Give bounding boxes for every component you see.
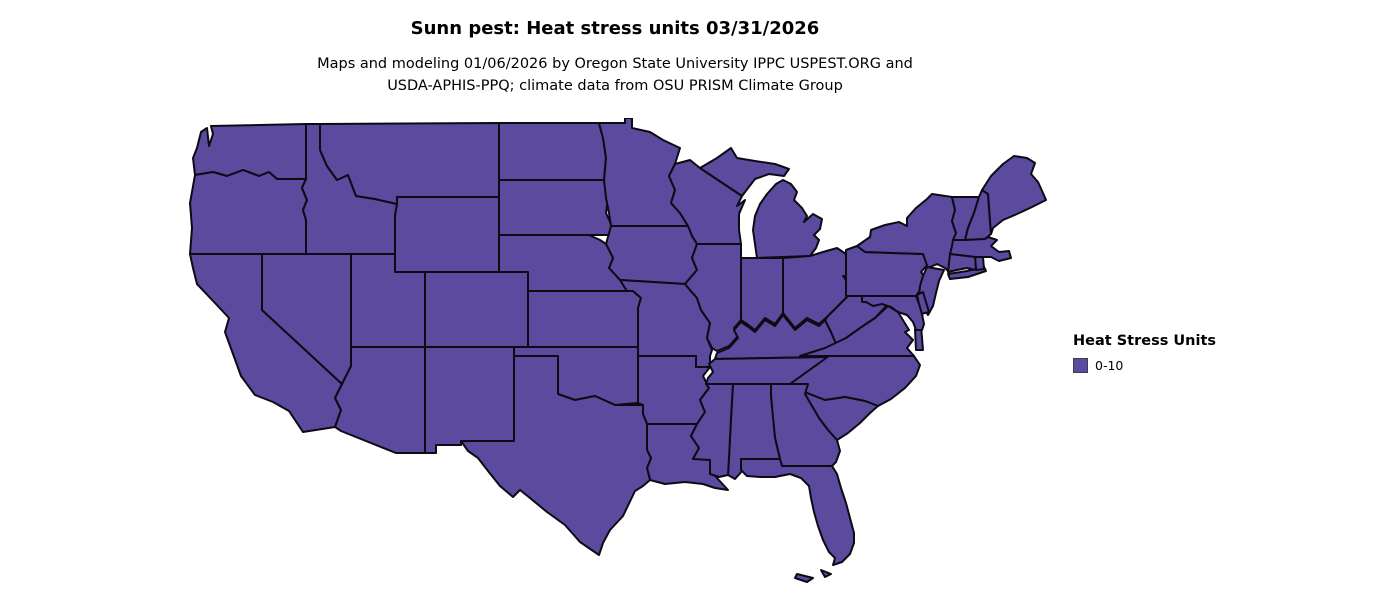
state-washington	[192, 123, 307, 180]
state-new-mexico	[424, 346, 515, 454]
state-connecticut	[947, 253, 977, 273]
map-legend: Heat Stress Units 0-10	[1073, 333, 1216, 373]
subtitle-line-2: USDA-APHIS-PPQ; climate data from OSU PR…	[387, 78, 843, 94]
page-title: Sunn pest: Heat stress units 03/31/2026	[410, 18, 820, 39]
state-north-dakota	[498, 122, 607, 181]
state-nebraska	[498, 234, 628, 292]
state-south-dakota	[498, 179, 613, 236]
state-colorado	[424, 271, 529, 348]
state-texas	[460, 355, 652, 556]
us-states-group	[189, 118, 1047, 583]
state-florida	[740, 458, 855, 566]
state-maine	[981, 155, 1047, 235]
page-subtitle: Maps and modeling 01/06/2026 by Oregon S…	[185, 53, 1045, 97]
state-arkansas	[637, 355, 711, 425]
subtitle-line-1: Maps and modeling 01/06/2026 by Oregon S…	[317, 56, 913, 72]
state-iowa	[605, 225, 698, 285]
us-map	[189, 118, 1047, 583]
state-oregon	[189, 169, 308, 255]
state-michigan-upper-peninsula	[699, 147, 790, 197]
legend-title: Heat Stress Units	[1073, 333, 1217, 349]
legend-item: 0-10	[1073, 358, 1216, 373]
state-mississippi	[690, 383, 734, 478]
state-maryland	[861, 295, 925, 331]
state-illinois	[684, 243, 742, 352]
state-kansas	[527, 290, 642, 348]
state-indiana	[740, 257, 784, 331]
legend-swatch-icon	[1073, 358, 1088, 373]
florida-keys	[794, 573, 814, 583]
state-michigan-lower-peninsula	[752, 179, 823, 259]
state-wyoming	[394, 196, 500, 273]
florida-keys-2	[820, 569, 832, 578]
legend-item-label: 0-10	[1095, 358, 1124, 373]
